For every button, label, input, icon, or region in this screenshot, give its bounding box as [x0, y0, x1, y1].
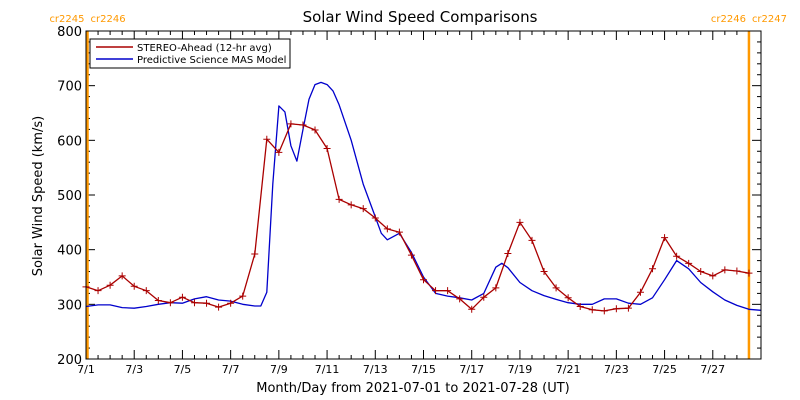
data-point-marker [480, 293, 488, 301]
data-point-marker [733, 267, 741, 275]
data-point-marker [444, 287, 452, 295]
data-point-marker [540, 268, 548, 276]
y-tick-label: 300 [57, 298, 82, 313]
data-point-marker [215, 303, 223, 311]
data-point-marker [251, 250, 259, 258]
data-point-marker [721, 266, 729, 274]
x-tick-label: 7/19 [508, 363, 533, 376]
x-tick-label: 7/13 [363, 363, 388, 376]
data-point-marker [287, 120, 295, 128]
data-point-marker [178, 293, 186, 301]
data-point-marker [359, 205, 367, 213]
legend-label: STEREO-Ahead (12-hr avg) [137, 43, 272, 54]
data-point-marker [383, 225, 391, 233]
x-tick-label: 7/9 [270, 363, 288, 376]
x-tick-label: 7/27 [700, 363, 725, 376]
data-point-marker [299, 121, 307, 129]
data-point-marker [649, 265, 657, 273]
data-point-marker [576, 303, 584, 311]
chart-title: Solar Wind Speed Comparisons [303, 8, 538, 26]
data-point-marker [118, 272, 126, 280]
legend-box [89, 38, 291, 69]
data-point-marker [661, 234, 669, 242]
data-point-marker [263, 135, 271, 143]
data-point-marker [190, 299, 198, 307]
data-point-marker [227, 299, 235, 307]
data-point-marker [347, 201, 355, 209]
x-tick-label: 7/25 [652, 363, 677, 376]
axis-ticks: 200 300 400 500 600 700 800 7/1 7/3 7/5 7/7 7/9 7/11… [57, 25, 762, 376]
y-axis-label: Solar Wind Speed (km/s) [31, 116, 46, 276]
y-tick-label: 200 [57, 353, 82, 368]
data-point-marker [311, 126, 319, 134]
x-tick-label: 7/7 [222, 363, 240, 376]
data-point-marker [504, 249, 512, 257]
data-point-marker [492, 284, 500, 292]
y-tick-label: 600 [57, 134, 82, 149]
series-line [85, 81, 762, 311]
data-point-marker [142, 287, 150, 295]
data-point-marker [420, 276, 427, 284]
data-point-marker [697, 268, 705, 276]
x-tick-label: 7/1 [77, 363, 95, 376]
data-point-marker [612, 305, 620, 313]
carrington-labels: cr2245 cr2246 cr2246 cr2247 [49, 14, 787, 25]
cr-label-before: cr2246 [711, 14, 746, 25]
x-tick-label: 7/11 [315, 363, 340, 376]
data-point-marker [600, 307, 608, 315]
data-point-marker [552, 284, 560, 292]
data-point-marker [154, 297, 162, 305]
y-tick-label: 800 [57, 25, 82, 40]
data-point-marker [275, 148, 283, 156]
data-point-marker [432, 287, 440, 295]
data-point-marker [564, 294, 572, 302]
carrington-boundaries [86, 31, 751, 359]
data-point-marker [745, 269, 753, 277]
data-point-marker [323, 145, 331, 153]
y-tick-label: 500 [57, 189, 82, 204]
cr-label-after: cr2247 [752, 14, 787, 25]
y-tick-label: 400 [57, 244, 82, 259]
data-point-marker [166, 299, 174, 307]
data-point-marker [371, 214, 379, 222]
x-tick-label: 7/23 [604, 363, 629, 376]
data-point-marker [456, 295, 464, 303]
x-tick-label: 7/15 [411, 363, 436, 376]
y-tick-label: 700 [57, 80, 82, 95]
data-point-marker [516, 218, 524, 226]
data-point-marker [239, 292, 247, 300]
legend: STEREO-Ahead (12-hr avg)Predictive Scien… [89, 38, 291, 69]
x-tick-label: 7/17 [459, 363, 484, 376]
data-point-marker [588, 306, 596, 314]
data-point-marker [636, 288, 644, 296]
x-tick-label: 7/5 [174, 363, 192, 376]
cr-label-before: cr2245 [49, 14, 84, 25]
legend-label: Predictive Science MAS Model [137, 55, 286, 66]
data-point-marker [106, 281, 114, 289]
data-point-marker [94, 287, 102, 295]
x-tick-label: 7/3 [125, 363, 143, 376]
plot-frame [85, 30, 762, 360]
x-tick-label: 7/21 [556, 363, 581, 376]
data-point-marker [468, 305, 476, 313]
data-point-marker [673, 252, 681, 260]
data-point-marker [407, 251, 415, 259]
data-point-marker [395, 228, 403, 236]
data-point-marker [709, 272, 717, 280]
data-point-marker [685, 259, 693, 267]
x-axis-label: Month/Day from 2021-07-01 to 2021-07-28 … [256, 381, 569, 396]
series-layer [82, 81, 762, 315]
data-point-marker [624, 304, 632, 312]
data-point-marker [130, 282, 138, 290]
cr-label-after: cr2246 [91, 14, 126, 25]
data-point-marker [203, 299, 211, 307]
data-point-marker [335, 195, 343, 203]
data-point-marker [528, 236, 536, 244]
